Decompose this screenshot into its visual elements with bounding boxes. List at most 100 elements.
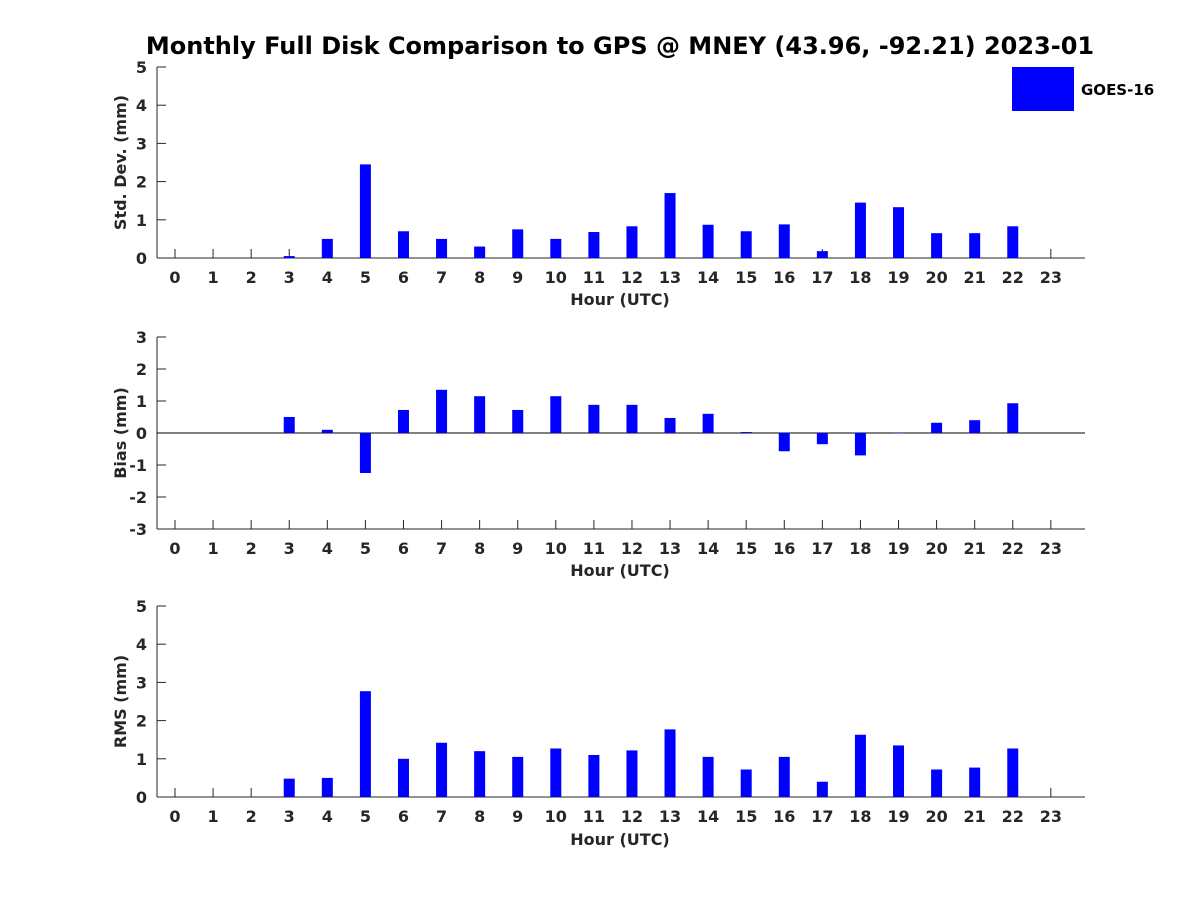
x-tick-label: 4 xyxy=(322,268,333,287)
bar-hour-21 xyxy=(969,767,981,797)
x-tick-label: 6 xyxy=(398,268,409,287)
x-tick-label: 5 xyxy=(360,268,371,287)
x-tick-label: 22 xyxy=(1002,807,1024,826)
bar-hour-11 xyxy=(588,754,600,797)
bar-hour-9 xyxy=(512,229,524,258)
bar-hour-20 xyxy=(931,233,943,258)
chart-title: Monthly Full Disk Comparison to GPS @ MN… xyxy=(146,32,1094,60)
bar-hour-21 xyxy=(969,233,981,258)
bar-hour-8 xyxy=(474,396,486,433)
x-tick-label: 11 xyxy=(583,268,605,287)
bar-hour-21 xyxy=(969,420,981,433)
x-tick-label: 22 xyxy=(1002,268,1024,287)
x-tick-label: 9 xyxy=(512,268,523,287)
x-axis-label: Hour (UTC) xyxy=(570,830,670,849)
bar-hour-13 xyxy=(664,417,676,433)
bar-hour-17 xyxy=(816,433,828,445)
x-tick-label: 2 xyxy=(246,268,257,287)
bar-hour-11 xyxy=(588,404,600,433)
x-tick-label: 5 xyxy=(360,539,371,558)
y-tick-label: -3 xyxy=(129,520,147,539)
x-tick-label: 16 xyxy=(773,539,795,558)
bar-hour-14 xyxy=(702,224,714,258)
x-tick-label: 19 xyxy=(887,539,909,558)
y-tick-label: 4 xyxy=(136,96,147,115)
y-axis-label: Std. Dev. (mm) xyxy=(111,95,130,230)
y-tick-label: 1 xyxy=(136,392,147,411)
bar-hour-10 xyxy=(550,748,562,797)
x-tick-label: 18 xyxy=(849,807,871,826)
legend-label: GOES-16 xyxy=(1081,81,1154,99)
y-tick-label: 5 xyxy=(136,58,147,77)
x-tick-label: 12 xyxy=(621,807,643,826)
x-tick-label: 21 xyxy=(964,268,986,287)
bar-hour-8 xyxy=(474,246,486,258)
x-tick-label: 15 xyxy=(735,539,757,558)
y-tick-label: 2 xyxy=(136,712,147,731)
y-tick-label: 3 xyxy=(136,673,147,692)
bar-hour-14 xyxy=(702,413,714,433)
x-tick-label: 1 xyxy=(208,268,219,287)
bar-hour-17 xyxy=(816,781,828,797)
x-tick-label: 5 xyxy=(360,807,371,826)
bar-hour-7 xyxy=(436,742,448,797)
bar-hour-15 xyxy=(740,231,752,258)
x-tick-label: 1 xyxy=(208,539,219,558)
x-tick-label: 8 xyxy=(474,268,485,287)
y-tick-label: 0 xyxy=(136,424,147,443)
x-axis-label: Hour (UTC) xyxy=(570,290,670,309)
legend: GOES-16 xyxy=(1012,67,1154,111)
y-tick-label: 1 xyxy=(136,211,147,230)
x-tick-label: 0 xyxy=(169,268,180,287)
x-tick-label: 14 xyxy=(697,539,719,558)
bar-hour-18 xyxy=(854,433,866,456)
bar-hour-22 xyxy=(1007,748,1019,797)
bar-hour-10 xyxy=(550,238,562,258)
bar-hour-10 xyxy=(550,396,562,433)
x-tick-label: 13 xyxy=(659,539,681,558)
y-tick-label: 4 xyxy=(136,635,147,654)
x-tick-label: 8 xyxy=(474,539,485,558)
x-tick-label: 8 xyxy=(474,807,485,826)
bar-hour-22 xyxy=(1007,226,1019,258)
bar-hour-20 xyxy=(931,422,943,433)
x-tick-label: 0 xyxy=(169,539,180,558)
x-tick-label: 7 xyxy=(436,268,447,287)
bar-hour-5 xyxy=(359,433,371,473)
y-tick-label: 2 xyxy=(136,360,147,379)
bar-hour-13 xyxy=(664,729,676,797)
y-tick-label: 3 xyxy=(136,134,147,153)
bar-hour-16 xyxy=(778,433,790,452)
x-tick-label: 2 xyxy=(246,807,257,826)
x-tick-label: 9 xyxy=(512,539,523,558)
x-axis-label: Hour (UTC) xyxy=(570,561,670,580)
x-tick-label: 15 xyxy=(735,268,757,287)
x-tick-label: 14 xyxy=(697,268,719,287)
x-tick-label: 10 xyxy=(545,807,567,826)
bar-hour-12 xyxy=(626,404,638,433)
bar-hour-22 xyxy=(1007,403,1019,433)
x-tick-label: 11 xyxy=(583,539,605,558)
bar-hour-3 xyxy=(283,256,295,258)
bar-hour-4 xyxy=(321,777,333,797)
bar-hour-4 xyxy=(321,238,333,258)
bar-hour-7 xyxy=(436,238,448,258)
bar-hour-3 xyxy=(283,778,295,797)
bar-hour-5 xyxy=(359,164,371,258)
bar-hour-9 xyxy=(512,409,524,433)
bar-hour-13 xyxy=(664,193,676,258)
x-tick-label: 3 xyxy=(284,539,295,558)
bar-hour-6 xyxy=(397,231,409,258)
x-tick-label: 11 xyxy=(583,807,605,826)
x-tick-label: 6 xyxy=(398,539,409,558)
x-tick-label: 22 xyxy=(1002,539,1024,558)
x-tick-label: 18 xyxy=(849,539,871,558)
x-tick-label: 6 xyxy=(398,807,409,826)
x-tick-label: 14 xyxy=(697,807,719,826)
x-tick-label: 3 xyxy=(284,807,295,826)
x-tick-label: 20 xyxy=(925,268,947,287)
bar-hour-15 xyxy=(740,432,752,433)
bar-hour-6 xyxy=(397,758,409,797)
